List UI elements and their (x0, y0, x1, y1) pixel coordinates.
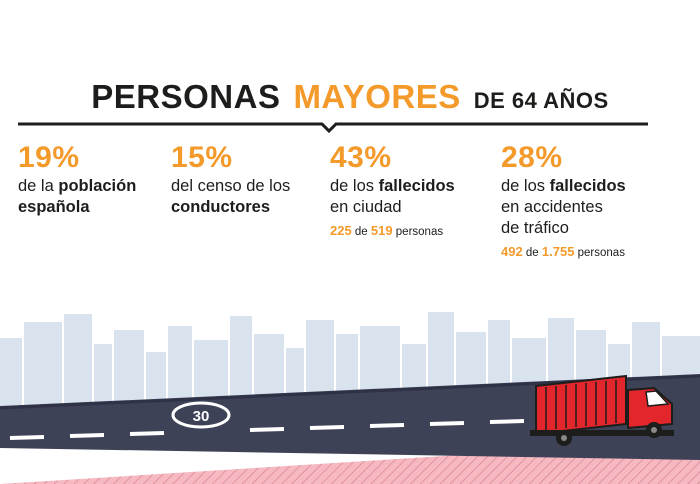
stat-percent: 43% (330, 141, 392, 174)
stat-bold-text: conductores (171, 198, 271, 216)
stat-text: de los (501, 177, 550, 195)
page-title: PERSONAS MAYORES DE 64 AÑOS (0, 78, 700, 116)
truck-icon (530, 374, 674, 446)
stat-percent: 15% (171, 141, 233, 174)
stat-percent: 28% (501, 141, 563, 174)
road-scene: 30 (0, 312, 700, 484)
stat-text: de la (18, 177, 59, 195)
title-personas: PERSONAS (91, 78, 281, 115)
count-number: 1.755 (541, 244, 575, 259)
stat-drivers: 15% del censo de los conductores (171, 143, 290, 218)
stat-bold-text: fallecidos (549, 177, 626, 195)
stat-description: de los fallecidos en ciudad (330, 176, 455, 218)
title-age: DE 64 AÑOS (473, 88, 609, 113)
stat-description: de los fallecidos en accidentes de tráfi… (501, 176, 626, 239)
road (0, 374, 700, 460)
count-number: 225 (330, 223, 352, 238)
stat-text: en ciudad (330, 198, 402, 216)
stat-bold-text: fallecidos (378, 177, 455, 195)
count-text: de (351, 226, 371, 238)
stat-percent: 19% (18, 141, 80, 174)
stat-text: de los (330, 177, 379, 195)
count-number: 492 (501, 244, 523, 259)
stat-bold-text: española (18, 198, 90, 216)
title-mayores: MAYORES (293, 78, 461, 115)
stat-city-deaths: 43% de los fallecidos en ciudad 225 de 5… (330, 141, 455, 239)
stat-traffic-deaths: 28% de los fallecidos en accidentes de t… (501, 141, 626, 260)
stat-text: de tráfico (501, 219, 569, 237)
stat-text: del censo de los (171, 177, 291, 195)
title-divider (18, 122, 648, 134)
stat-bold-text: población (58, 177, 137, 195)
speed-limit-marking: 30 (171, 401, 231, 429)
speed-limit-label: 30 (193, 408, 210, 425)
stat-count: 225 de 519 personas (330, 223, 455, 238)
stat-description: de la población española (18, 176, 136, 218)
count-number: 519 (370, 223, 393, 238)
count-text: de (522, 247, 542, 259)
stat-population: 19% de la población española (18, 143, 136, 218)
lane-markings (9, 419, 525, 440)
stat-description: del censo de los conductores (171, 176, 290, 218)
stat-count: 492 de 1.755 personas (501, 244, 626, 259)
stat-text: en accidentes (501, 198, 603, 216)
count-text: personas (574, 247, 625, 259)
count-text: personas (392, 226, 444, 238)
